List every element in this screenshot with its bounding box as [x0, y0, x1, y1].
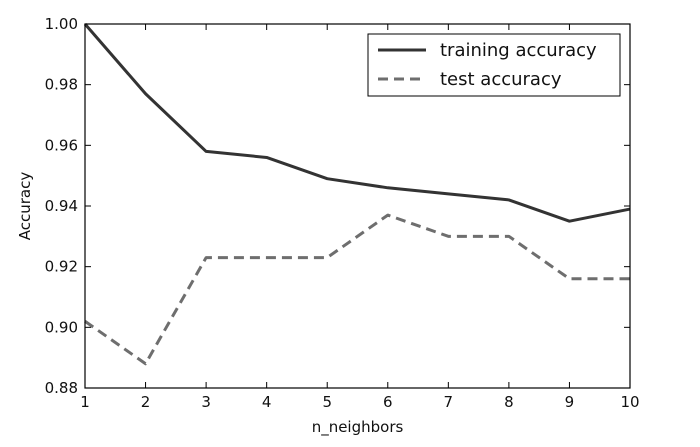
y-tick-label: 0.90	[45, 318, 78, 336]
legend-box	[367, 33, 621, 97]
series-layer	[83, 23, 631, 366]
legend: training accuracy test accuracy	[367, 33, 621, 97]
x-tick-label: 10	[620, 393, 639, 411]
x-axis-ticks: 1 2 3 4 5 6 7 8 9 10	[80, 24, 640, 411]
legend-label-test-accuracy: test accuracy	[440, 69, 562, 90]
legend-label-training-accuracy: training accuracy	[440, 40, 597, 61]
y-tick-label: 0.92	[45, 258, 78, 276]
y-tick-label: 0.88	[45, 379, 78, 397]
x-tick-label: 6	[383, 393, 393, 411]
x-tick-label: 8	[504, 393, 514, 411]
x-tick-label: 4	[262, 393, 272, 411]
series-line-test-accuracy	[84, 213, 630, 366]
y-tick-label: 1.00	[45, 15, 78, 33]
y-tick-label: 0.94	[45, 197, 78, 215]
x-tick-label: 5	[322, 393, 332, 411]
y-axis-ticks: 0.88 0.90 0.92 0.94 0.96 0.98 1.00	[45, 15, 630, 397]
x-axis-label: n_neighbors	[312, 418, 404, 437]
y-tick-label: 0.96	[45, 136, 78, 154]
series-line-training-accuracy	[83, 23, 631, 223]
y-tick-label: 0.98	[45, 76, 78, 94]
x-tick-label: 1	[80, 393, 90, 411]
x-tick-label: 7	[444, 393, 454, 411]
x-tick-label: 2	[141, 393, 151, 411]
x-tick-label: 3	[201, 393, 211, 411]
y-axis-label: Accuracy	[16, 172, 34, 241]
x-tick-label: 9	[565, 393, 575, 411]
